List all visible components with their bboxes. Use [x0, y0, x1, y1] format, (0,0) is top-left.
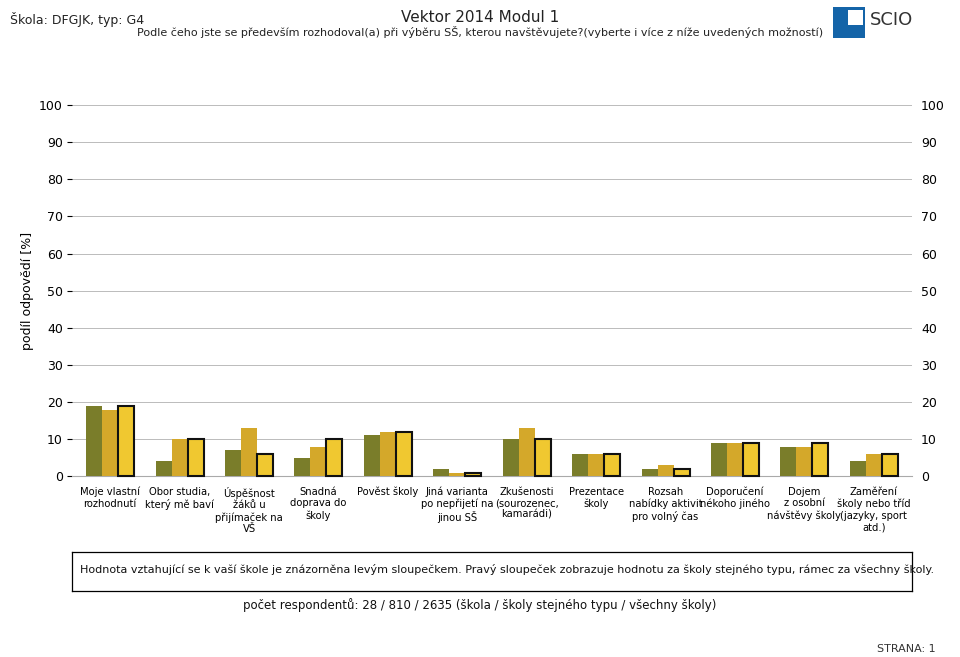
Bar — [102, 409, 118, 476]
Bar — [812, 443, 828, 476]
Bar — [866, 454, 882, 476]
Bar — [535, 440, 551, 476]
Bar — [396, 432, 412, 476]
Bar — [727, 443, 743, 476]
Bar — [674, 469, 689, 476]
Bar — [641, 469, 658, 476]
Bar — [449, 472, 466, 476]
Bar — [572, 454, 588, 476]
Text: STRANA: 1: STRANA: 1 — [877, 644, 936, 654]
Bar — [241, 428, 257, 476]
Bar — [187, 440, 204, 476]
Text: počet respondentů: 28 / 810 / 2635 (škola / školy stejného typu / všechny školy): počet respondentů: 28 / 810 / 2635 (škol… — [243, 598, 717, 612]
Bar — [364, 436, 380, 476]
Bar — [156, 461, 172, 476]
Text: Škola: DFGJK, typ: G4: Škola: DFGJK, typ: G4 — [10, 12, 144, 27]
Bar — [743, 443, 759, 476]
Text: Podle čeho jste se především rozhodoval(a) při výběru SŠ, kterou navštěvujete?(v: Podle čeho jste se především rozhodoval(… — [137, 26, 823, 38]
Bar — [780, 447, 797, 476]
Bar — [797, 447, 812, 476]
Bar — [310, 447, 326, 476]
Y-axis label: podíl odpovědí [%]: podíl odpovědí [%] — [20, 232, 34, 350]
Bar — [225, 450, 241, 476]
Text: Hodnota vztahující se k vaší škole je znázorněna levým sloupečkem. Pravý sloupeč: Hodnota vztahující se k vaší škole je zn… — [81, 564, 934, 576]
Bar — [86, 406, 102, 476]
Bar — [503, 440, 518, 476]
Bar — [604, 454, 620, 476]
Bar — [882, 454, 898, 476]
Bar — [433, 469, 449, 476]
Bar — [118, 406, 134, 476]
Text: SCIO: SCIO — [870, 11, 913, 29]
Bar — [466, 472, 481, 476]
Bar — [588, 454, 604, 476]
Bar — [850, 461, 866, 476]
Bar — [257, 454, 273, 476]
Bar — [711, 443, 727, 476]
Bar — [326, 440, 343, 476]
Bar — [518, 428, 535, 476]
Text: Vektor 2014 Modul 1: Vektor 2014 Modul 1 — [401, 10, 559, 25]
Bar — [380, 432, 396, 476]
Bar — [658, 465, 674, 476]
Bar — [295, 458, 310, 476]
Bar — [172, 440, 187, 476]
